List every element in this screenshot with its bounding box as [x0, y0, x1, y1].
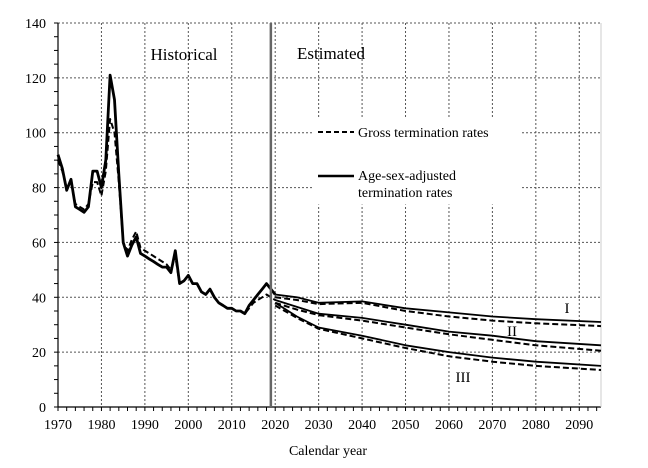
- series-line-ii-dashed: [274, 301, 602, 352]
- y-tick-label: 100: [25, 127, 46, 142]
- x-tick-label: 1970: [44, 418, 72, 433]
- x-tick-label: 1990: [131, 418, 159, 433]
- y-tick-label: 0: [39, 401, 46, 416]
- historical-label: Historical: [150, 45, 217, 64]
- alt-I-label: I: [565, 301, 570, 317]
- x-tick-label: 2090: [565, 418, 593, 433]
- x-tick-label: 2050: [392, 418, 420, 433]
- legend-gross-label: Gross termination rates: [358, 126, 489, 141]
- grid: [58, 22, 601, 407]
- alt-II-label: II: [507, 324, 517, 340]
- x-tick-label: 2020: [261, 418, 289, 433]
- series-line-iii-dashed: [274, 304, 602, 371]
- series-lines: [56, 73, 602, 371]
- legend-adjusted-label-1: Age-sex-adjusted: [358, 169, 456, 184]
- x-axis-label: Calendar year: [289, 444, 367, 459]
- x-tick-label: 2030: [305, 418, 333, 433]
- legend: Gross termination rates Age-sex-adjusted…: [312, 117, 521, 205]
- legend-adjusted-label-2: termination rates: [358, 186, 452, 201]
- y-tick-label: 60: [32, 236, 46, 251]
- x-tick-label: 2040: [348, 418, 376, 433]
- y-tick-label: 120: [25, 72, 46, 87]
- series-line-gross-termination-rates-dashed: [57, 118, 276, 315]
- x-tick-label: 2080: [522, 418, 550, 433]
- x-tick-label: 2000: [174, 418, 202, 433]
- x-tick-label: 2070: [478, 418, 506, 433]
- series-line-i-dashed: [275, 296, 602, 328]
- x-tick-label: 2010: [218, 418, 246, 433]
- alt-III-label: III: [456, 370, 471, 386]
- y-tick-label: 40: [32, 291, 46, 306]
- series-line-ii-solid: [274, 299, 602, 347]
- y-tick-label: 80: [32, 182, 46, 197]
- estimated-label: Estimated: [297, 44, 365, 63]
- series-line-i-solid: [275, 293, 602, 323]
- series-line-iii-solid: [274, 302, 602, 367]
- y-tick-label: 140: [25, 17, 46, 32]
- x-tick-label: 2060: [435, 418, 463, 433]
- x-tick-label: 1980: [87, 418, 115, 433]
- y-tick-label: 20: [32, 346, 46, 361]
